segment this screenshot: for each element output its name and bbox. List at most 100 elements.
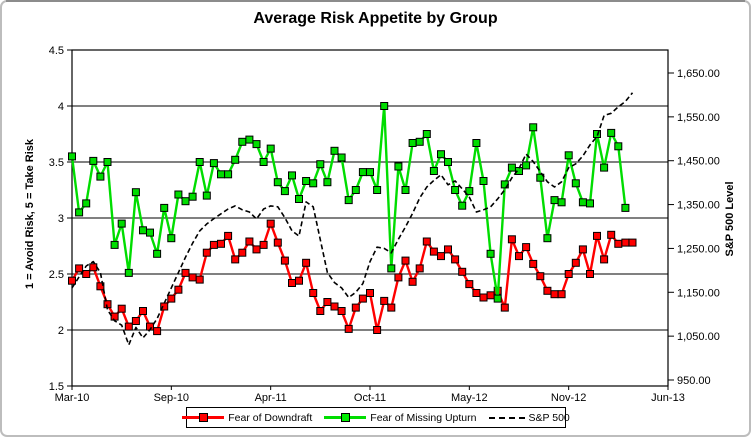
series-marker (217, 170, 225, 179)
right-axis-tick-label: 1,250.00 (677, 243, 720, 255)
series-marker (401, 256, 410, 265)
series-marker (266, 219, 275, 228)
series-marker (451, 255, 460, 264)
red-line-marker-swatch (182, 413, 225, 422)
series-marker (486, 291, 495, 300)
series-marker (337, 153, 346, 162)
right-axis-tick-label: 1,650.00 (677, 68, 720, 80)
series-marker (167, 234, 176, 243)
series-marker (387, 264, 396, 273)
series-marker (224, 231, 233, 240)
series-marker (422, 130, 431, 138)
series-marker (153, 249, 162, 258)
series-marker (458, 201, 467, 210)
series-marker (117, 219, 126, 228)
series-marker (529, 123, 538, 132)
left-axis-tick-label: 4.5 (49, 45, 64, 57)
series-marker (110, 240, 119, 249)
series-marker (479, 177, 488, 185)
left-axis-tick-label: 3.5 (49, 157, 64, 169)
legend: Fear of Downdraft Fear of Missing Upturn… (182, 407, 570, 428)
series-marker (181, 268, 190, 277)
series-marker (444, 245, 452, 254)
series-marker (124, 322, 133, 331)
series-marker (231, 255, 240, 264)
series-marker (96, 172, 105, 181)
series-marker (366, 168, 374, 177)
series-marker (202, 191, 211, 200)
plot-frame (71, 49, 669, 387)
series-marker (578, 198, 587, 207)
chart-title: Average Risk Appetite by Group (253, 10, 498, 27)
series-marker (472, 139, 481, 147)
left-axis-tick-label: 4 (58, 101, 64, 113)
series-marker (593, 231, 601, 240)
series-marker (507, 163, 516, 172)
x-axis-tick-label: Jun-13 (651, 392, 685, 404)
series-marker (564, 151, 573, 160)
series-marker (394, 273, 403, 282)
right-axis-tick-label: 1,350.00 (677, 200, 720, 212)
series-marker (295, 195, 303, 203)
series-marker (344, 196, 353, 205)
series-marker (415, 264, 424, 273)
series-marker (493, 294, 502, 303)
series-marker (131, 317, 140, 325)
series-marker (252, 245, 261, 254)
series-marker (380, 296, 389, 305)
series-marker (288, 279, 296, 287)
series-marker (408, 277, 417, 286)
series-marker (429, 247, 438, 256)
series-marker (408, 139, 417, 147)
series-marker (614, 142, 623, 151)
series-marker (209, 159, 218, 168)
series-marker (82, 270, 91, 278)
legend-label: Fear of Downdraft (228, 411, 313, 424)
right-axis-tick-label: 1,050.00 (677, 331, 720, 343)
series-marker (507, 235, 516, 244)
series-marker (75, 264, 84, 273)
green-line-marker-swatch (324, 413, 367, 422)
series-marker (536, 272, 545, 281)
series-marker (451, 186, 460, 194)
series-marker (195, 275, 204, 284)
series-marker (309, 179, 318, 188)
series-marker (351, 303, 360, 312)
series-marker (571, 179, 580, 188)
series-marker (231, 155, 240, 164)
series-marker (273, 238, 282, 247)
series-marker (146, 228, 154, 237)
series-marker (380, 102, 389, 110)
series-marker (110, 312, 119, 321)
series-marker (188, 192, 197, 201)
series-marker (188, 273, 197, 282)
series-marker (103, 158, 112, 166)
series-marker (75, 208, 84, 217)
series-marker (288, 171, 296, 180)
series-marker (160, 203, 169, 212)
series-marker (131, 188, 140, 197)
series-marker (295, 276, 303, 285)
series-marker (96, 282, 105, 291)
series-marker (209, 240, 218, 249)
legend-item-sp500: S&P 500 (488, 412, 570, 424)
series-marker (309, 289, 318, 297)
series-marker (153, 327, 162, 336)
series-marker (550, 290, 559, 299)
series-marker (259, 240, 268, 249)
series-marker (245, 237, 254, 246)
series-marker (82, 199, 91, 208)
series-marker (280, 187, 289, 196)
series-marker (614, 239, 623, 248)
series-marker (302, 177, 311, 185)
series-marker (316, 307, 325, 315)
series-marker (607, 128, 616, 137)
series-marker (586, 270, 594, 278)
right-axis-tick-label: 1,450.00 (677, 156, 720, 168)
series-marker (316, 160, 325, 169)
series-marker (117, 304, 126, 313)
series-marker (323, 178, 332, 187)
series-marker (330, 146, 339, 155)
